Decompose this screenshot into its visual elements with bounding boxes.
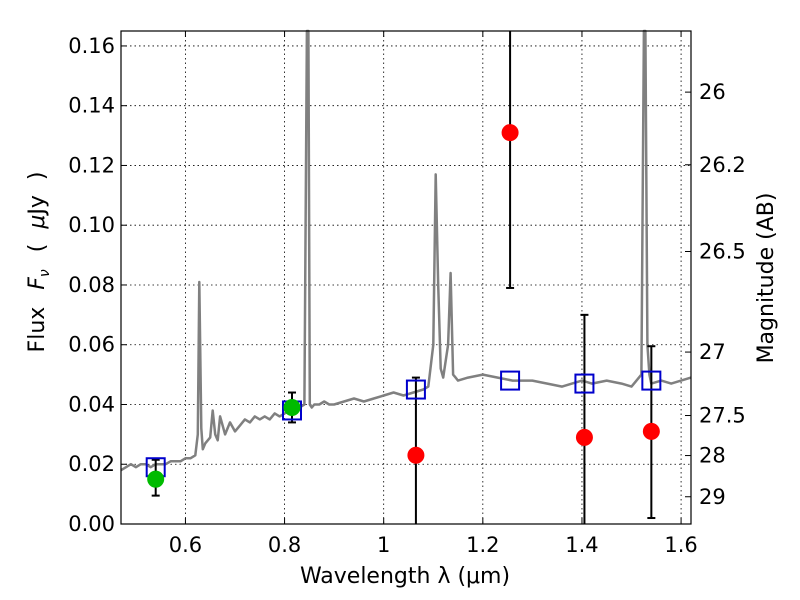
x-tick-label: 1.6 xyxy=(664,533,697,557)
y-tick-label: 0.06 xyxy=(68,333,115,357)
x-tick-label: 1.2 xyxy=(466,533,499,557)
y-tick-label: 0.16 xyxy=(68,34,115,58)
grid xyxy=(121,31,691,525)
observed-upper-limit-point xyxy=(407,446,425,464)
errorbar-layer xyxy=(151,31,656,524)
y2-tick-label: 26 xyxy=(699,80,726,104)
y2-tick-label: 26.5 xyxy=(699,240,746,264)
y2-tick-label: 29 xyxy=(699,485,726,509)
y-axis-title-subscript: ν xyxy=(37,269,53,277)
model-photometry-square xyxy=(405,379,426,400)
y-tick-label: 0.04 xyxy=(68,392,115,416)
observed-detection-point xyxy=(147,470,165,488)
y2-tick-label: 27 xyxy=(699,340,726,364)
x-axis-title: Wavelength λ (μm) xyxy=(300,564,510,589)
y-axis-title-close-paren: ) xyxy=(25,172,50,181)
y-axis-title-mu: μ xyxy=(25,215,50,230)
y2-axis-title: Magnitude (AB) xyxy=(754,193,779,364)
model-photometry-square xyxy=(641,370,662,391)
y-tick-label: 0.14 xyxy=(68,94,115,118)
marker-layer xyxy=(145,124,662,488)
y-tick-label: 0.10 xyxy=(68,213,115,237)
y-tick-label: 0.08 xyxy=(68,273,115,297)
y-tick-label: 0.02 xyxy=(68,452,115,476)
y-axis-title-symbol: F xyxy=(25,277,50,290)
x-tick-label: 1 xyxy=(377,533,390,557)
spectrum-line xyxy=(120,29,692,472)
y-tick-label: 0.12 xyxy=(68,153,115,177)
x-tick-label: 0.8 xyxy=(268,533,301,557)
model-photometry-square xyxy=(574,373,595,394)
x-tick-label: 0.6 xyxy=(169,533,202,557)
y-axis-title-unit: Jy xyxy=(25,195,50,217)
observed-upper-limit-point xyxy=(642,422,660,440)
x-tick-label: 1.4 xyxy=(565,533,598,557)
observed-detection-point xyxy=(283,398,301,416)
y-tick-label: 0.00 xyxy=(68,512,115,536)
plot-frame xyxy=(120,30,692,525)
tick-layer: 0.6 0.8 1 1.2 1.4 1.6 0.00 0.02 0.04 0.06 0.08 0.10… xyxy=(68,31,746,557)
spectrum-layer xyxy=(120,29,692,472)
y-axis-title-flux: Flux xyxy=(25,307,50,353)
y2-tick-label: 28 xyxy=(699,444,726,468)
y2-tick-label: 26.2 xyxy=(699,153,746,177)
observed-upper-limit-point xyxy=(501,124,519,142)
model-photometry-square xyxy=(500,370,521,391)
y-axis-title: Flux Fν ( μJy ) xyxy=(25,172,55,353)
y-axis-title-open-paren: ( xyxy=(25,244,50,253)
y2-tick-label: 27.5 xyxy=(699,404,746,428)
observed-upper-limit-point xyxy=(575,428,593,446)
